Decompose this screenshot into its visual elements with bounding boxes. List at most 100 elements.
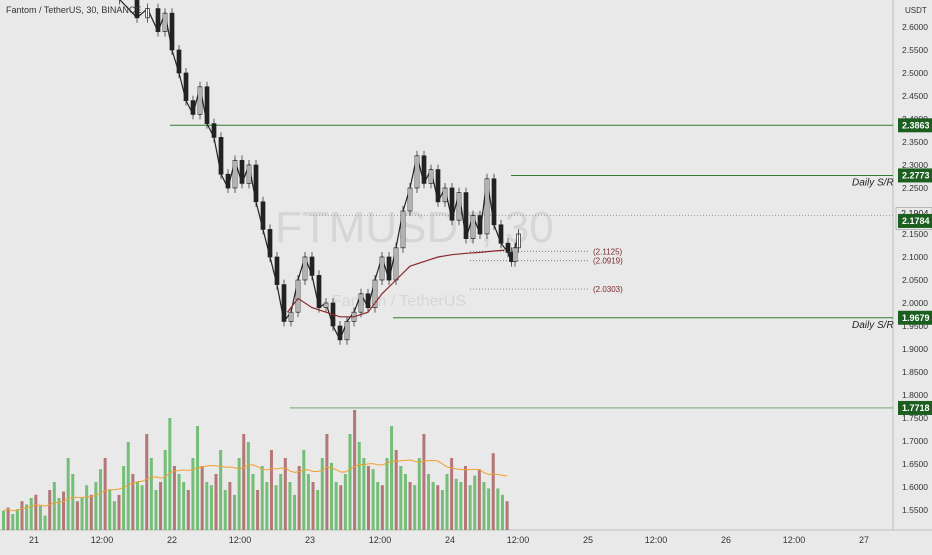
volume-bar: [20, 501, 24, 530]
volume-bar: [454, 478, 458, 530]
price-marker-label: 2.3863: [902, 120, 930, 130]
volume-bar: [385, 458, 389, 530]
y-tick-label: 1.5500: [902, 505, 928, 515]
volume-bar: [223, 490, 227, 530]
y-tick-label: 2.6000: [902, 22, 928, 32]
volume-bar: [117, 494, 121, 530]
volume-bar: [348, 434, 352, 530]
volume-bar: [380, 485, 384, 530]
y-tick-label: 2.5000: [902, 68, 928, 78]
y-tick-label: 1.7000: [902, 436, 928, 446]
volume-bar: [85, 485, 89, 530]
x-tick-label: 26: [721, 535, 731, 545]
volume-bar: [159, 482, 163, 530]
volume-bar: [99, 469, 103, 530]
volume-bar: [135, 482, 139, 530]
level-label: Daily S/R: [852, 177, 894, 188]
volume-bar: [71, 474, 75, 530]
volume-bar: [237, 458, 241, 530]
volume-bar: [468, 485, 472, 530]
volume-bar: [269, 450, 273, 530]
volume-bar: [482, 482, 486, 530]
x-tick-label: 12:00: [783, 535, 806, 545]
volume-bar: [182, 482, 186, 530]
y-tick-label: 2.1000: [902, 252, 928, 262]
volume-bar: [103, 458, 107, 530]
volume-bar: [477, 469, 481, 530]
volume-bar: [122, 466, 126, 530]
y-tick-label: 1.8500: [902, 367, 928, 377]
price-line: [119, 0, 520, 342]
volume-bar: [214, 474, 218, 530]
volume-bar: [108, 490, 112, 530]
volume-bar: [491, 453, 495, 530]
volume-bar: [112, 501, 116, 530]
volume-bar: [191, 458, 195, 530]
volume-bar: [436, 485, 440, 530]
volume-bar: [330, 462, 334, 530]
y-tick-label: 2.4500: [902, 91, 928, 101]
volume-bar: [464, 466, 467, 530]
volume-bar: [376, 482, 380, 530]
x-tick-label: 23: [305, 535, 315, 545]
annotated-level-label: (2.0303): [593, 285, 623, 294]
y-tick-label: 1.9000: [902, 344, 928, 354]
volume-bar: [80, 498, 84, 530]
price-marker-label: 2.1784: [902, 216, 930, 226]
volume-bar: [177, 474, 181, 530]
volume-bar: [390, 426, 394, 530]
volume-bar: [219, 450, 223, 530]
volume-bar: [366, 466, 370, 530]
volume-bar: [283, 458, 287, 530]
x-tick-label: 25: [583, 535, 593, 545]
volume-bar: [228, 482, 232, 530]
volume-bar: [306, 474, 310, 530]
axis-currency: USDT: [905, 6, 927, 15]
volume-bar: [288, 482, 292, 530]
volume-bar: [163, 450, 167, 530]
volume-series: [2, 410, 509, 530]
volume-bar: [334, 482, 338, 530]
y-tick-label: 2.1500: [902, 229, 928, 239]
x-tick-label: 21: [29, 535, 39, 545]
price-marker: [898, 118, 932, 133]
volume-bar: [205, 482, 209, 530]
volume-bar: [496, 488, 500, 530]
annotated-level-label: (2.1125): [593, 247, 623, 256]
y-tick-label: 1.6500: [902, 459, 928, 469]
x-tick-label: 12:00: [91, 535, 114, 545]
volume-bar: [260, 466, 264, 530]
volume-bar: [34, 494, 38, 530]
level-label: Daily S/R: [852, 320, 894, 331]
volume-bar: [440, 490, 444, 530]
volume-bar: [140, 485, 144, 530]
volume-bar: [11, 514, 15, 530]
volume-bar: [487, 488, 491, 530]
volume-bar: [320, 458, 324, 530]
volume-bar: [343, 474, 347, 530]
x-tick-label: 12:00: [229, 535, 252, 545]
volume-bar: [131, 474, 135, 530]
volume-bar: [209, 485, 213, 530]
volume-bar: [265, 482, 269, 530]
volume-bar: [25, 504, 29, 530]
volume-bar: [48, 490, 52, 530]
price-marker-label: 2.2773: [902, 170, 930, 180]
volume-bar: [297, 466, 301, 530]
volume-bar: [57, 498, 61, 530]
y-tick-label: 2.5500: [902, 45, 928, 55]
volume-bar: [52, 482, 56, 530]
price-series: [119, 0, 521, 345]
volume-bar: [316, 490, 320, 530]
watermark-symbol: FTMUSDT, 30: [275, 203, 554, 252]
volume-bar: [89, 494, 93, 530]
volume-bar: [196, 426, 200, 530]
volume-bar: [311, 482, 315, 530]
volume-bar: [505, 501, 509, 530]
volume-bar: [403, 474, 407, 530]
volume-bar: [62, 491, 66, 530]
volume-bar: [251, 474, 255, 530]
x-tick-label: 24: [445, 535, 455, 545]
